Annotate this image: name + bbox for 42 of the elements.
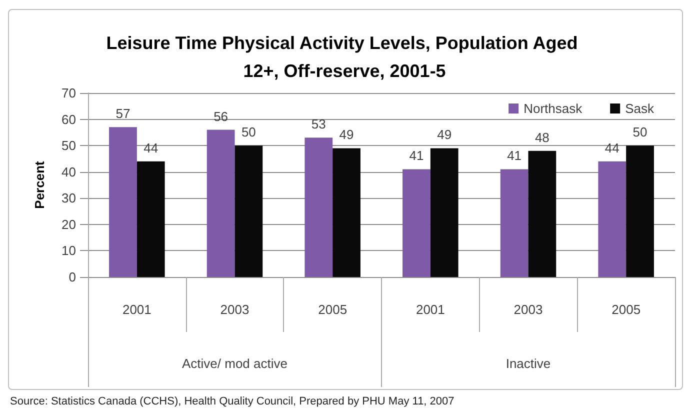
text: Inactive [506, 356, 551, 371]
x-tick-label: 2001 [122, 302, 152, 317]
bar [206, 130, 235, 277]
data-label: 53 [311, 116, 326, 132]
x-tick-label: 2005 [612, 302, 641, 317]
bar [528, 150, 556, 277]
data-label: 49 [339, 127, 354, 142]
y-tick-label: 20 [62, 216, 76, 232]
bar [109, 127, 137, 277]
chart-title: Leisure Time Physical Activity Levels, Population Aged 12+, Off-reserve, 2001-5 [106, 33, 583, 81]
bar [332, 148, 360, 277]
x-tick-label: 2003 [220, 302, 250, 317]
y-tick-label: 40 [62, 164, 76, 180]
data-label: 41 [507, 148, 522, 164]
y-axis-title: Percent [32, 160, 47, 209]
y-tick-label: 10 [62, 243, 76, 258]
x-tick-label: 2005 [318, 302, 348, 317]
text: Active/ mod active [182, 356, 288, 371]
y-tick-label: 70 [62, 86, 76, 100]
bar [234, 146, 263, 277]
legend-label: Sask [625, 101, 654, 116]
data-label: 50 [632, 124, 648, 140]
data-label: 49 [437, 127, 452, 142]
bar [598, 161, 626, 277]
y-tick-label: 50 [62, 138, 76, 154]
data-label: 50 [241, 124, 256, 140]
bar [500, 169, 528, 277]
data-label: 48 [534, 130, 550, 145]
data-label: 57 [116, 106, 130, 122]
y-tick-label: 0 [68, 270, 76, 284]
y-tick-label: 60 [62, 112, 76, 127]
y-tick-label: 30 [62, 190, 76, 206]
legend-label: Northsask [524, 101, 583, 116]
source-note: Source: Statistics Canada (CCHS), Health Quality Council, Prepared by PHU May 11, 2007 [10, 396, 454, 408]
x-tick-label: 2001 [416, 302, 445, 317]
x-tick-label: 2003 [514, 302, 543, 317]
bar [304, 138, 333, 277]
bar [402, 169, 430, 277]
data-label: 41 [409, 148, 424, 164]
bar [136, 161, 165, 277]
bar [626, 146, 654, 277]
bar [430, 148, 458, 277]
